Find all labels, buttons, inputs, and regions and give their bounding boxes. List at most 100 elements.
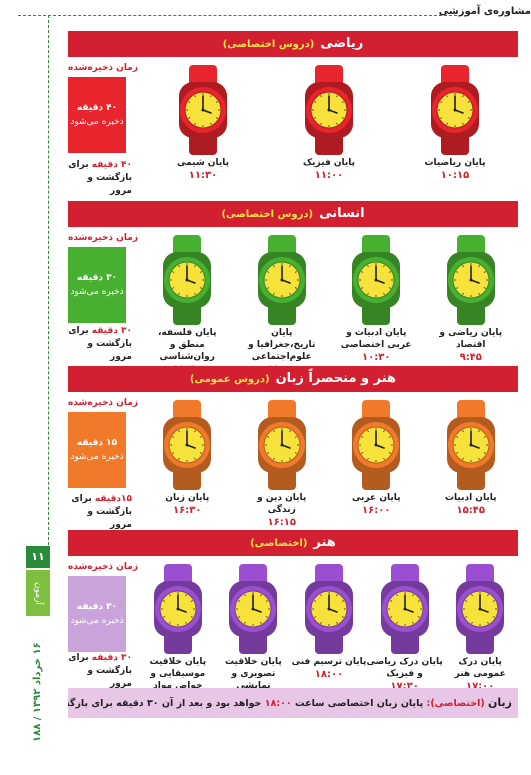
section-banner: هنر (اختصاصی) [68, 530, 518, 556]
watch-time: ۱۸:۰۰ [314, 669, 344, 680]
watch-item: پایان شیمی ۱۱:۳۰ [164, 65, 242, 181]
footer-note: زبان (اختصاصی): پایان زبان اختصاصی ساعت … [68, 688, 518, 718]
saved-text: ذخیره می‌شود [70, 452, 124, 462]
footer-text-after: خواهد بود و بعد از آن ۳۰ دقیقه برای بازگ… [68, 698, 262, 709]
saved-time-label: زمان ذخیره‌شده [68, 63, 139, 73]
watch-icon [179, 65, 227, 155]
watch-item: پایان ادبیات ۱۵:۴۵ [432, 400, 510, 516]
watch-item: پایان زبان ۱۶:۳۰ [148, 400, 226, 516]
section-tag: (دروس اختصاصی) [222, 39, 315, 50]
watch-time: ۱۶:۱۵ [267, 517, 296, 528]
saved-text: ذخیره می‌شود [70, 287, 124, 297]
watch-label: پایان خلاقیت تصویری و نمایشی [225, 657, 282, 691]
section-title: ریاضی [320, 36, 364, 51]
watch-item: پایان خلاقیت موسیقایی و خواص مواد۱۹:۰۰ [139, 564, 217, 704]
watch-label: پایان ریاضیات [424, 158, 486, 168]
watch-label: پایان عربی [351, 493, 401, 503]
footer-tag: (اختصاصی): [426, 698, 485, 709]
watch-item: پایان تاریخ،جغرافیا و علوم‌اجتماعی۱۱:۰۰ [243, 235, 321, 375]
review-note: ۴۰ دقیقه برای بازگشت و مرور [68, 159, 132, 198]
watch-item: پایان ادبیات و عربی اختصاصی ۱۰:۳۰ [337, 235, 415, 363]
watch-label: پایان ادبیات [444, 493, 497, 503]
watch-label: پایان درک عمومی هنر [454, 657, 506, 679]
review-text: برای بازگشت و مرور [68, 326, 132, 362]
brand-logo: آزمون [26, 570, 50, 616]
saved-time-box: ۴۰ دقیقه ذخیره می‌شود [68, 77, 126, 153]
watch-icon [163, 235, 212, 325]
review-note: ۱۵دقیقه برای بازگشت و مرور [68, 493, 132, 532]
watch-item: پایان دین و زندگی ۱۶:۱۵ [243, 400, 321, 528]
section-title: هنر [313, 535, 336, 550]
saved-minutes: ۳۰ دقیقه [76, 273, 118, 283]
section-banner: انسانی (دروس اختصاصی) [68, 201, 518, 227]
section-title: انسانی [319, 206, 365, 221]
watch-icon [352, 400, 401, 490]
watch-time: ۹:۴۵ [459, 352, 482, 363]
review-minutes: ۳۰ دقیقه [91, 326, 132, 336]
review-note: ۳۰ دقیقه برای بازگشت و مرور [68, 325, 132, 364]
watch-icon [153, 564, 202, 654]
watch-time: ۱۱:۳۰ [188, 170, 218, 181]
review-text: برای بازگشت و مرور [71, 494, 132, 530]
saved-minutes: ۳۰ دقیقه [76, 602, 118, 612]
review-minutes: ۳۰ دقیقه [91, 653, 132, 663]
watch-icon [352, 235, 401, 325]
section-tag: (اختصاصی) [250, 538, 308, 549]
section-banner: ریاضی (دروس اختصاصی) [68, 31, 518, 57]
side-divider [48, 15, 49, 545]
footer-text-before: پایان زبان اختصاصی ساعت [295, 698, 424, 709]
section-2: هنر و منحصراً زبان (دروس عمومی) زمان ذخیره… [68, 366, 518, 530]
watch-icon [431, 65, 479, 155]
watch-label: پایان شیمی [177, 158, 229, 168]
saved-time-label: زمان ذخیره‌شده [68, 233, 139, 243]
watch-time: ۱۰:۱۵ [440, 170, 470, 181]
watch-label: پایان ترسیم فنی [291, 657, 367, 667]
saved-time-box: ۳۰ دقیقه ذخیره می‌شود [68, 576, 126, 652]
watch-time: ۱۵:۴۵ [456, 505, 485, 516]
watch-icon [305, 65, 353, 155]
watch-label: پایان دین و زندگی [257, 493, 307, 515]
watch-time: ۱۶:۳۰ [173, 505, 202, 516]
watch-item: پایان ریاضیات ۱۰:۱۵ [416, 65, 494, 181]
saved-text: ذخیره می‌شود [70, 117, 124, 127]
section-3: هنر (اختصاصی) زمان ذخیره‌شده ۳۰ دقیقه ذخیره … [68, 530, 518, 704]
watch-time: ۱۷:۰۰ [465, 681, 495, 692]
watch-item: پایان عربی ۱۶:۰۰ [337, 400, 415, 516]
watch-label: پایان فلسفه، منطق و روان‌شناسی [158, 328, 217, 362]
review-note: ۳۰ دقیقه برای بازگشت و مرور [68, 652, 132, 691]
side-strip: ۱۱ آزمون ۱۶ خرداد ۱۳۹۲ / ۱۸۸ [26, 540, 50, 770]
watch-label: پایان ریاضی و اقتصاد [439, 328, 503, 350]
watch-icon [446, 400, 495, 490]
section-0: ریاضی (دروس اختصاصی) زمان ذخیره‌شده ۴۰ دقیق… [68, 31, 518, 196]
saved-text: ذخیره می‌شود [70, 616, 124, 626]
watch-icon [229, 564, 278, 654]
watch-label: پایان خلاقیت موسیقایی و خواص مواد [149, 657, 207, 691]
watch-label: پایان زبان [165, 493, 210, 503]
saved-time-label: زمان ذخیره‌شده [68, 562, 139, 572]
header-divider [18, 15, 457, 16]
watch-icon [257, 400, 306, 490]
watch-item: پایان ریاضی و اقتصاد ۹:۴۵ [432, 235, 510, 363]
footer-time: ۱۸:۰۰ [264, 698, 292, 709]
watch-time: ۱۰:۳۰ [362, 352, 391, 363]
watch-label: پایان درک ریاضی و فیزیک [366, 657, 443, 679]
review-text: برای بازگشت و مرور [68, 160, 132, 196]
watch-icon [305, 564, 353, 654]
section-tag: (دروس عمومی) [189, 374, 270, 385]
saved-minutes: ۴۰ دقیقه [76, 103, 118, 113]
saved-minutes: ۱۵ دقیقه [76, 438, 118, 448]
review-text: برای بازگشت و مرور [68, 653, 132, 689]
watch-icon [163, 400, 212, 490]
review-minutes: ۱۵دقیقه [94, 494, 132, 504]
page-number: ۱۱ [26, 546, 50, 568]
watch-label: پایان تاریخ،جغرافیا و علوم‌اجتماعی [248, 328, 316, 362]
watch-time: ۱۱:۰۰ [314, 170, 344, 181]
footer-keyword: زبان [488, 696, 512, 709]
page-title: مشاوره‌ی آموزشی [438, 6, 531, 17]
watch-item: پایان فلسفه، منطق و روان‌شناسی۱۱:۳۰ [148, 235, 226, 375]
watch-icon [380, 564, 429, 654]
section-1: انسانی (دروس اختصاصی) زمان ذخیره‌شده ۳۰ دقی… [68, 201, 518, 375]
watch-time: ۱۶:۰۰ [362, 505, 391, 516]
section-banner: هنر و منحصراً زبان (دروس عمومی) [68, 366, 518, 392]
review-minutes: ۴۰ دقیقه [91, 160, 132, 170]
